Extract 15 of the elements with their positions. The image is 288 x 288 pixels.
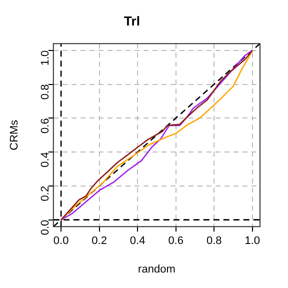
chart-title: Trl xyxy=(124,13,140,28)
x-tick-label: 1.0 xyxy=(244,235,260,248)
x-tick-label: 0.8 xyxy=(206,235,222,248)
x-tick-label: 0.4 xyxy=(130,235,146,248)
y-tick-label: 0.6 xyxy=(39,118,52,134)
x-tick-label: 0.2 xyxy=(92,235,107,248)
y-tick-label: 0.0 xyxy=(39,220,52,236)
x-tick-label: 0.0 xyxy=(53,235,69,248)
y-tick-label: 0.2 xyxy=(39,186,52,202)
y-axis-title: CRMs xyxy=(8,119,21,150)
x-axis-title: random xyxy=(138,263,176,276)
y-tick-label: 0.8 xyxy=(39,84,52,100)
y-tick-label: 0.4 xyxy=(39,152,52,168)
y-tick-label: 1.0 xyxy=(39,50,52,66)
x-tick-label: 0.6 xyxy=(168,235,184,248)
